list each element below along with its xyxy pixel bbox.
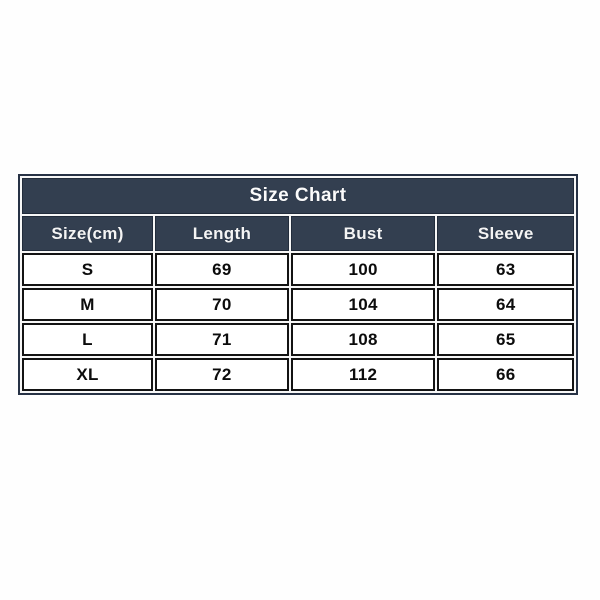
cell-size-xl: XL xyxy=(22,358,154,391)
table-row-s: S 69 100 63 xyxy=(22,253,574,286)
cell-length-m: 70 xyxy=(155,288,289,321)
cell-size-s: S xyxy=(22,253,154,286)
size-chart-title: Size Chart xyxy=(22,178,574,214)
column-header-row: Size(cm) Length Bust Sleeve xyxy=(22,216,574,251)
column-header-size: Size(cm) xyxy=(22,216,154,251)
cell-sleeve-m: 64 xyxy=(437,288,574,321)
cell-length-l: 71 xyxy=(155,323,289,356)
column-header-bust: Bust xyxy=(290,216,436,251)
table-row-m: M 70 104 64 xyxy=(22,288,574,321)
cell-sleeve-l: 65 xyxy=(437,323,574,356)
column-header-length: Length xyxy=(155,216,289,251)
cell-length-s: 69 xyxy=(155,253,289,286)
cell-sleeve-s: 63 xyxy=(437,253,574,286)
cell-sleeve-xl: 66 xyxy=(437,358,574,391)
cell-bust-m: 104 xyxy=(290,288,436,321)
table-row-l: L 71 108 65 xyxy=(22,323,574,356)
cell-bust-l: 108 xyxy=(290,323,436,356)
column-header-sleeve: Sleeve xyxy=(437,216,574,251)
cell-size-l: L xyxy=(22,323,154,356)
table-row-xl: XL 72 112 66 xyxy=(22,358,574,391)
title-row: Size Chart xyxy=(22,178,574,214)
cell-length-xl: 72 xyxy=(155,358,289,391)
size-chart-table: Size Chart Size(cm) Length Bust Sleeve S… xyxy=(18,174,578,395)
cell-size-m: M xyxy=(22,288,154,321)
cell-bust-s: 100 xyxy=(290,253,436,286)
cell-bust-xl: 112 xyxy=(290,358,436,391)
